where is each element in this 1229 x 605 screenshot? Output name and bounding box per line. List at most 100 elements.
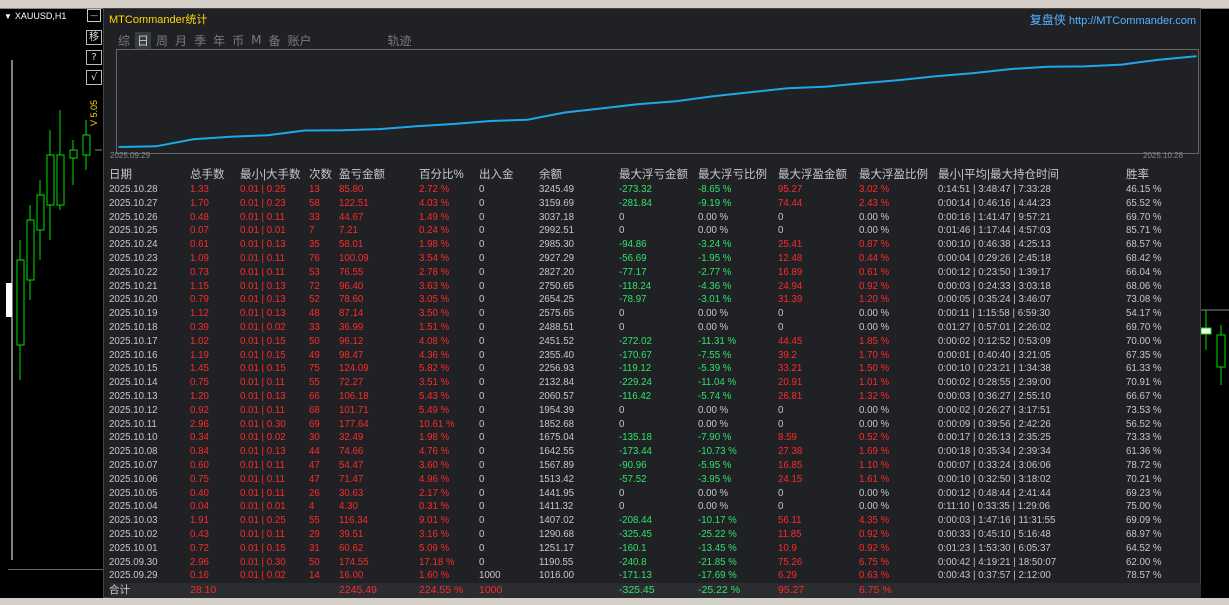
table-cell: 1190.55: [539, 556, 574, 568]
table-row[interactable]: 2025.10.27 1.70 0.01 | 0.23 58 122.51 4.03 % 0…: [109, 197, 1201, 211]
tab-7[interactable]: M: [251, 33, 262, 47]
confirm-button[interactable]: √: [86, 70, 102, 85]
header-cell[interactable]: 最大浮亏比例: [698, 169, 767, 181]
table-cell: 2927.29: [539, 252, 575, 264]
table-row[interactable]: 2025.10.20 0.79 0.01 | 0.13 52 78.60 3.05 % 0 2…: [109, 293, 1201, 307]
table-cell: 4.36 %: [419, 349, 450, 361]
equity-point: [601, 107, 603, 110]
table-cell: 4.96 %: [419, 473, 450, 485]
website-link[interactable]: 复盘侠 http://MTCommander.com: [1030, 11, 1196, 28]
tab-6[interactable]: 币: [232, 33, 245, 48]
table-row[interactable]: 2025.10.07 0.60 0.01 | 0.11 47 54.47 3.60 % 0 1…: [109, 459, 1201, 473]
tab-10[interactable]: 轨迹: [387, 33, 412, 48]
table-cell: 8.59: [778, 432, 797, 444]
table-cell: 0.40: [190, 487, 209, 499]
header-cell[interactable]: 最大浮亏金额: [619, 169, 688, 181]
table-row[interactable]: 2025.10.21 1.15 0.01 | 0.13 72 96.40 3.63 % 0 2…: [109, 280, 1201, 294]
table-cell: 2025.09.30: [109, 556, 158, 568]
total-cell: 6.75 %: [859, 584, 892, 597]
table-row[interactable]: 2025.10.13 1.20 0.01 | 0.13 66 106.18 5.43 % 0…: [109, 390, 1201, 404]
header-cell[interactable]: 出入金: [479, 169, 514, 181]
table-cell: 0: [619, 225, 625, 237]
table-cell: 0:00:42 | 4:19:21 | 18:50:07: [938, 556, 1057, 568]
tab-1[interactable]: 日: [135, 31, 152, 49]
table-cell: 0.00 %: [859, 321, 890, 333]
help-button[interactable]: ?: [86, 50, 102, 65]
tab-4[interactable]: 季: [194, 33, 207, 48]
status-bar: [0, 598, 1229, 605]
table-row[interactable]: 2025.10.04 0.04 0.01 | 0.01 4 4.30 0.31 % 0 141…: [109, 500, 1201, 514]
table-cell: 2025.10.10: [109, 432, 158, 444]
horizontal-scroll-area[interactable]: [8, 569, 103, 597]
table-row[interactable]: 2025.10.28 1.33 0.01 | 0.25 13 85.80 2.72 % 0 3…: [109, 183, 1201, 197]
tab-9[interactable]: 账户: [287, 33, 312, 48]
table-cell: 31: [309, 542, 320, 554]
table-cell: 0: [479, 294, 485, 306]
table-cell: 0: [778, 225, 784, 237]
table-row[interactable]: 2025.10.14 0.75 0.01 | 0.11 55 72.27 3.51 % 0 2…: [109, 376, 1201, 390]
table-row[interactable]: 2025.10.08 0.84 0.01 | 0.13 44 74.66 4.76 % 0 1…: [109, 445, 1201, 459]
table-row[interactable]: 2025.09.30 2.96 0.01 | 0.30 50 174.55 17.18 %…: [109, 556, 1201, 570]
header-cell[interactable]: 余额: [539, 169, 562, 181]
header-cell[interactable]: 盈亏金额: [339, 169, 385, 181]
tab-3[interactable]: 月: [175, 33, 188, 48]
table-cell: 0:01:27 | 0:57:01 | 2:26:02: [938, 321, 1051, 333]
table-cell: -272.02: [619, 335, 652, 347]
link-url[interactable]: http://MTCommander.com: [1068, 15, 1196, 27]
minimize-button[interactable]: —: [87, 9, 101, 22]
table-row[interactable]: 2025.10.06 0.75 0.01 | 0.11 47 71.47 4.96 % 0 1…: [109, 473, 1201, 487]
table-cell: 44.45: [778, 335, 803, 347]
table-cell: 2827.20: [539, 266, 575, 278]
table-row[interactable]: 2025.10.12 0.92 0.01 | 0.11 68 101.71 5.49 % 0…: [109, 404, 1201, 418]
header-cell[interactable]: 最大浮盈比例: [859, 169, 928, 181]
table-row[interactable]: 2025.10.11 2.96 0.01 | 0.30 69 177.64 10.61 %…: [109, 418, 1201, 432]
table-cell: 69.23 %: [1126, 487, 1162, 499]
equity-point: [786, 87, 789, 90]
table-row[interactable]: 2025.10.15 1.45 0.01 | 0.15 75 124.09 5.82 % 0…: [109, 362, 1201, 376]
tab-2[interactable]: 周: [156, 33, 169, 48]
header-cell[interactable]: 总手数: [190, 169, 225, 181]
header-cell[interactable]: 胜率: [1126, 169, 1149, 181]
tab-5[interactable]: 年: [213, 33, 226, 48]
table-cell: 14: [309, 570, 320, 582]
header-cell[interactable]: 最小|大手数: [240, 169, 301, 181]
tab-0[interactable]: 综: [118, 33, 131, 48]
table-cell: 2025.10.13: [109, 390, 158, 402]
chart-symbol-tab[interactable]: ▼ XAUUSD,H1: [0, 9, 84, 23]
table-row[interactable]: 2025.10.01 0.72 0.01 | 0.15 31 60.62 5.09 % 0 1…: [109, 542, 1201, 556]
table-cell: 0: [479, 211, 485, 223]
table-cell: 2025.10.26: [109, 211, 158, 223]
equity-point: [229, 136, 232, 138]
table-row[interactable]: 2025.10.17 1.02 0.01 | 0.15 50 96.12 4.08 % 0 2…: [109, 335, 1201, 349]
table-row[interactable]: 2025.10.16 1.19 0.01 | 0.15 49 98.47 4.36 % 0 2…: [109, 349, 1201, 363]
move-button[interactable]: 移: [86, 30, 102, 45]
table-row[interactable]: 2025.09.29 0.16 0.01 | 0.02 14 16.00 1.60 % 10…: [109, 569, 1201, 583]
table-row[interactable]: 2025.10.24 0.61 0.01 | 0.13 35 58.01 1.98 % 0 2…: [109, 238, 1201, 252]
header-cell[interactable]: 最小|平均|最大持仓时间: [938, 169, 1059, 181]
table-cell: -208.44: [619, 515, 652, 527]
table-row[interactable]: 2025.10.03 1.91 0.01 | 0.25 55 116.34 9.01 % 0…: [109, 514, 1201, 528]
header-cell[interactable]: 百分比%: [419, 169, 464, 181]
table-row[interactable]: 2025.10.26 0.48 0.01 | 0.11 33 44.67 1.49 % 0 3…: [109, 211, 1201, 225]
table-cell: 75.26: [778, 556, 803, 568]
table-cell: 29: [309, 528, 320, 540]
table-cell: 0:14:51 | 3:48:47 | 7:33:28: [938, 184, 1051, 195]
table-cell: 50: [309, 556, 320, 568]
table-cell: 48: [309, 308, 320, 320]
table-row[interactable]: 2025.10.23 1.09 0.01 | 0.11 76 100.09 3.54 % 0…: [109, 252, 1201, 266]
table-cell: 124.09: [339, 363, 369, 375]
table-row[interactable]: 2025.10.02 0.43 0.01 | 0.11 29 39.51 3.16 % 0 1…: [109, 528, 1201, 542]
table-row[interactable]: 2025.10.19 1.12 0.01 | 0.13 48 87.14 3.50 % 0 2…: [109, 307, 1201, 321]
header-cell[interactable]: 日期: [109, 169, 132, 181]
table-row[interactable]: 2025.10.05 0.40 0.01 | 0.11 26 30.63 2.17 % 0 1…: [109, 487, 1201, 501]
tab-8[interactable]: 备: [268, 33, 281, 48]
table-row[interactable]: 2025.10.25 0.07 0.01 | 0.01 7 7.21 0.24 % 0 299…: [109, 224, 1201, 238]
table-row[interactable]: 2025.10.18 0.39 0.01 | 0.02 33 36.99 1.51 % 0 2…: [109, 321, 1201, 335]
table-cell: 61.36 %: [1126, 446, 1162, 458]
dropdown-arrow-icon[interactable]: ▼: [4, 12, 12, 21]
table-cell: 0.01 | 0.11: [240, 473, 285, 485]
header-cell[interactable]: 最大浮盈金额: [778, 169, 847, 181]
header-cell[interactable]: 次数: [309, 169, 332, 181]
table-row[interactable]: 2025.10.10 0.34 0.01 | 0.02 30 32.49 1.98 % 0 1…: [109, 431, 1201, 445]
table-row[interactable]: 2025.10.22 0.73 0.01 | 0.11 53 76.55 2.78 % 0 2…: [109, 266, 1201, 280]
